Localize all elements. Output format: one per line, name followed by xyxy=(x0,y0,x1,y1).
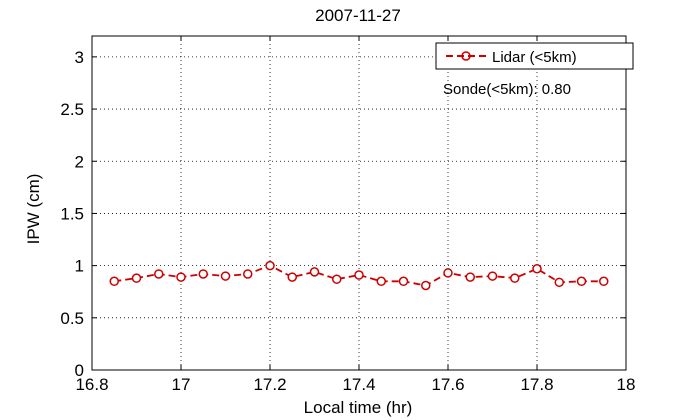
y-tick-label: 0.5 xyxy=(60,309,84,328)
legend: Lidar (<5km) xyxy=(435,42,634,70)
lidar-data-point xyxy=(398,276,409,287)
x-tick-label: 17 xyxy=(172,375,191,394)
lidar-data-point xyxy=(599,276,609,287)
lidar-data-point xyxy=(443,268,453,278)
lidar-data-point xyxy=(309,267,320,277)
y-tick-label: 0 xyxy=(75,361,84,380)
y-tick-label: 3 xyxy=(75,48,84,67)
y-tick-label: 2 xyxy=(75,152,84,171)
lidar-data-point xyxy=(554,277,564,288)
lidar-data-point xyxy=(376,276,386,287)
x-tick-label: 17.4 xyxy=(342,375,375,394)
lidar-data-point xyxy=(354,270,364,280)
chart-title: 2007-11-27 xyxy=(315,6,401,25)
lidar-data-point xyxy=(510,273,520,283)
lidar-data-point xyxy=(198,269,208,279)
sonde-annotation: Sonde(<5km): 0.80 xyxy=(443,81,571,98)
legend-label-lidar: Lidar (<5km) xyxy=(492,49,577,66)
y-tick-label: 1 xyxy=(75,257,84,276)
x-tick-label: 17.6 xyxy=(431,375,464,394)
lidar-series-line xyxy=(114,264,604,287)
x-axis-label: Local time (hr) xyxy=(304,398,413,417)
y-tick-label: 2.5 xyxy=(60,100,84,119)
x-tick-label: 17.8 xyxy=(520,375,553,394)
x-tick-label: 18 xyxy=(617,375,636,394)
y-tick-label: 1.5 xyxy=(60,204,84,223)
lidar-data-point xyxy=(487,271,498,281)
lidar-data-point xyxy=(109,276,119,287)
lidar-data-point xyxy=(421,280,431,291)
lidar-data-point xyxy=(265,260,275,271)
x-tick-label: 16.8 xyxy=(75,375,108,394)
lidar-data-point xyxy=(532,264,542,274)
lidar-data-point xyxy=(287,272,297,282)
lidar-data-point xyxy=(243,269,253,279)
lidar-data-point xyxy=(154,269,164,279)
ticks-layer: 16.8 17 17.2 17.4 17.6 17.8 18 0 0.5 1 1.5 2 2.5 3 xyxy=(60,36,635,394)
lidar-data-point xyxy=(332,274,342,284)
lidar-data-point xyxy=(576,276,587,287)
y-axis-label: IPW (cm) xyxy=(24,174,43,245)
legend-marker-sample xyxy=(461,51,471,61)
lidar-data-point xyxy=(176,272,186,282)
series-layer xyxy=(109,260,609,291)
lidar-data-point xyxy=(220,271,231,281)
x-tick-label: 17.2 xyxy=(253,375,286,394)
lidar-data-point xyxy=(131,273,142,283)
lidar-data-point xyxy=(465,272,475,282)
